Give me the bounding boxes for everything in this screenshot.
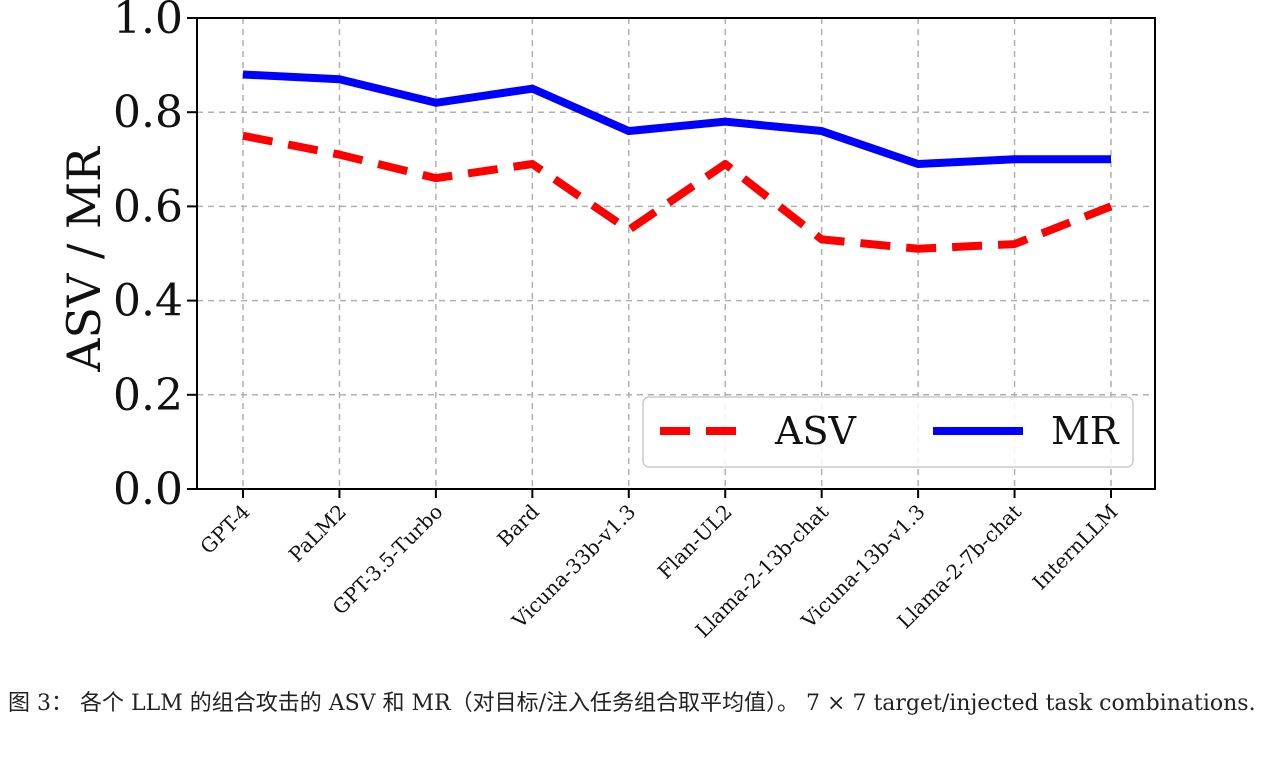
y-tick-label: 0.4 — [113, 276, 183, 327]
legend-box — [642, 396, 1134, 468]
line-chart: 0.00.20.40.60.81.0 GPT-4 PaLM2GPT-3.5-Tur… — [57, 0, 1156, 642]
plot-frame — [196, 17, 1156, 490]
x-tick-label: InternLLM — [1028, 500, 1123, 595]
y-ticks: 0.0 0.2 0.4 0.6 0.8 1.0 — [113, 0, 197, 515]
x-tick-label: Flan-UL2 — [653, 500, 737, 584]
figure-caption: 图 3： 各个 LLM 的组合攻击的 ASV 和 MR（对目标/注入任务组合取平… — [8, 691, 1256, 716]
x-tick-label: Bard — [492, 499, 544, 551]
legend-label-asv: ASV — [774, 409, 856, 453]
grid — [197, 17, 1155, 490]
y-tick-label: 0.6 — [113, 181, 183, 232]
x-tick-label: GPT-4 — [195, 500, 254, 559]
y-tick-label: 1.0 — [113, 0, 183, 44]
legend: ASV MR — [642, 396, 1134, 468]
x-tick-label: PaLM2 — [284, 500, 351, 567]
series-line-mr — [242, 70, 1111, 169]
y-tick-label: 0.2 — [113, 370, 183, 421]
y-axis-label: ASV / MR — [57, 146, 111, 373]
legend-label-mr: MR — [1051, 409, 1120, 453]
series-line-asv — [242, 131, 1113, 253]
y-tick-label: 0.8 — [113, 87, 183, 138]
y-tick-label: 0.0 — [113, 464, 183, 515]
series — [242, 70, 1113, 253]
